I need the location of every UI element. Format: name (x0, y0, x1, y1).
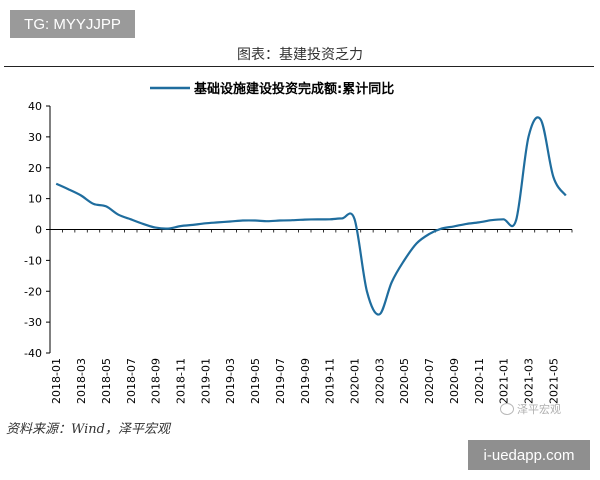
y-tick-label: 40 (28, 100, 42, 113)
legend-label: 基础设施建设投资完成额:累计同比 (193, 81, 394, 97)
url-watermark-badge: i-uedapp.com (468, 440, 590, 470)
x-tick-label: 2019-11 (324, 358, 337, 404)
x-tick-label: 2019-03 (224, 358, 237, 404)
source-note: 资料来源：Wind，泽平宏观 (6, 422, 170, 437)
watermark-text: 泽平宏观 (517, 403, 561, 416)
x-tick-label: 2021-05 (547, 358, 560, 404)
x-tick-label: 2018-07 (125, 358, 138, 404)
y-tick-label: -20 (24, 285, 42, 298)
x-tick-label: 2021-03 (523, 358, 536, 404)
x-tick-label: 2018-01 (50, 358, 63, 404)
x-tick-label: 2020-11 (473, 358, 486, 404)
y-tick-label: 10 (28, 193, 42, 206)
x-tick-label: 2020-09 (448, 358, 461, 404)
y-tick-label: -30 (24, 316, 42, 329)
figure-title: 图表：基建投资乏力 (237, 47, 363, 63)
x-tick-label: 2020-03 (373, 358, 386, 404)
x-tick-label: 2020-01 (349, 358, 362, 404)
x-tick-label: 2021-01 (498, 358, 511, 404)
x-tick-label: 2018-03 (75, 358, 88, 404)
wechat-icon (500, 403, 514, 415)
wechat-watermark: 泽平宏观 (500, 401, 561, 417)
x-tick-label: 2020-05 (398, 358, 411, 404)
x-tick-label: 2018-05 (100, 358, 113, 404)
x-tick-label: 2019-01 (199, 358, 212, 404)
y-tick-label: 20 (28, 162, 42, 175)
y-tick-label: -40 (24, 347, 42, 360)
title-divider (4, 66, 594, 67)
y-tick-label: 30 (28, 131, 42, 144)
y-tick-label: 0 (35, 224, 42, 237)
x-tick-label: 2019-07 (274, 358, 287, 404)
x-tick-label: 2019-09 (299, 358, 312, 404)
y-tick-label: -10 (24, 254, 42, 267)
x-tick-label: 2018-11 (175, 358, 188, 404)
series-line (55, 116, 567, 316)
x-tick-label: 2020-07 (423, 358, 436, 404)
tg-watermark-badge: TG: MYYJJPP (10, 10, 135, 38)
x-tick-label: 2018-09 (150, 358, 163, 404)
x-tick-label: 2019-05 (249, 358, 262, 404)
